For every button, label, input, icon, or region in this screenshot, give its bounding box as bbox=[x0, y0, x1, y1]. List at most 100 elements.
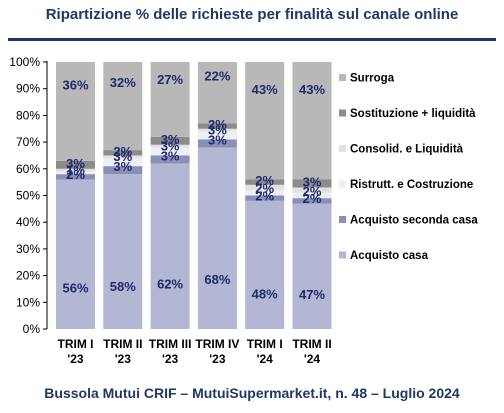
bar-layer bbox=[56, 62, 332, 329]
bar-segment bbox=[292, 187, 332, 193]
bar-segment bbox=[197, 128, 237, 132]
data-label: 58% bbox=[110, 279, 136, 294]
data-label: 2% bbox=[255, 173, 274, 188]
data-label: 1% bbox=[66, 162, 85, 177]
bar-segment bbox=[292, 62, 332, 180]
x-tick-label: '23 bbox=[67, 352, 84, 366]
stacked-bar-chart: 0%10%20%30%40%50%60%70%80%90%100%TRIM I'… bbox=[9, 55, 478, 366]
bar-segment bbox=[197, 123, 237, 129]
legend-swatch bbox=[339, 74, 346, 81]
axis-layer: 0%10%20%30%40%50%60%70%80%90%100%TRIM I'… bbox=[9, 55, 331, 366]
y-tick-label: 10% bbox=[16, 295, 40, 309]
bar-segment bbox=[245, 62, 285, 180]
data-label: 3% bbox=[161, 138, 180, 153]
x-tick-label: '23 bbox=[162, 352, 179, 366]
y-tick-label: 80% bbox=[16, 108, 40, 122]
data-label: 2% bbox=[66, 167, 85, 182]
legend-swatch bbox=[339, 180, 346, 188]
bar-segment bbox=[56, 179, 95, 329]
legend-label: Consolid. e Liquidità bbox=[350, 144, 464, 156]
x-tick-label: '24 bbox=[304, 352, 321, 366]
bar-segment bbox=[103, 174, 143, 329]
bar-segment bbox=[197, 139, 237, 148]
legend-swatch bbox=[339, 251, 346, 259]
bar-segment bbox=[150, 136, 190, 145]
data-label: 62% bbox=[157, 276, 183, 291]
bar-segment bbox=[197, 131, 237, 140]
y-tick-label: 20% bbox=[16, 269, 40, 283]
data-label: 3% bbox=[113, 159, 132, 174]
legend: Surroga Sostituzione + liquidità Consolid.… bbox=[339, 73, 478, 262]
data-label: 48% bbox=[252, 286, 278, 301]
title-divider bbox=[8, 38, 496, 41]
data-label: 2% bbox=[208, 117, 227, 132]
legend-label: Surroga bbox=[350, 73, 395, 85]
data-label: 3% bbox=[161, 148, 180, 163]
x-tick-label: TRIM II bbox=[103, 337, 142, 351]
data-label: 2% bbox=[303, 191, 322, 206]
data-label: 56% bbox=[62, 281, 88, 296]
bar-segment bbox=[56, 160, 95, 169]
bar-segment bbox=[150, 62, 190, 137]
data-label-layer: 56%2%1%3%36%58%3%3%2%32%62%3%3%3%27%68%3… bbox=[62, 69, 325, 302]
data-label: 43% bbox=[252, 82, 278, 97]
data-label: 3% bbox=[208, 122, 227, 137]
bar-segment bbox=[56, 62, 95, 161]
bar-segment bbox=[103, 155, 143, 159]
bar-segment bbox=[150, 163, 190, 329]
x-tick-label: TRIM I bbox=[58, 337, 94, 351]
x-tick-label: '24 bbox=[257, 352, 274, 366]
y-tick-label: 50% bbox=[16, 189, 40, 203]
y-tick-label: 70% bbox=[16, 135, 40, 149]
y-tick-label: 30% bbox=[16, 242, 40, 256]
data-label: 22% bbox=[204, 69, 230, 84]
bar-segment bbox=[292, 179, 332, 188]
data-label: 2% bbox=[255, 181, 274, 196]
bar-segment bbox=[292, 203, 332, 329]
bar-segment bbox=[150, 147, 190, 156]
data-label: 27% bbox=[157, 72, 183, 87]
legend-label: Sostituzione + liquidità bbox=[350, 108, 476, 120]
legend-label: Acquisto casa bbox=[350, 250, 429, 262]
bar-segment bbox=[292, 198, 332, 204]
bar-segment bbox=[56, 168, 95, 172]
bar-segment bbox=[197, 62, 237, 124]
data-label: 3% bbox=[113, 149, 132, 164]
data-label: 3% bbox=[66, 156, 85, 171]
bar-segment bbox=[150, 144, 190, 148]
bar-segment bbox=[150, 155, 190, 164]
x-tick-label: TRIM III bbox=[149, 337, 192, 351]
bar-segment bbox=[245, 190, 285, 196]
y-tick-label: 60% bbox=[16, 162, 40, 176]
legend-label: Ristrutt. e Costruzione bbox=[350, 179, 473, 191]
data-label: 3% bbox=[161, 132, 180, 147]
bar-segment bbox=[56, 174, 95, 180]
bar-segment bbox=[103, 150, 143, 156]
y-tick-label: 100% bbox=[9, 55, 40, 69]
legend-swatch bbox=[339, 216, 346, 223]
x-tick-label: '23 bbox=[209, 352, 226, 366]
data-label: 68% bbox=[204, 272, 230, 287]
y-tick-label: 90% bbox=[16, 82, 40, 96]
data-label: 3% bbox=[303, 174, 322, 189]
bar-segment bbox=[197, 147, 237, 329]
y-tick-label: 0% bbox=[23, 322, 41, 336]
bar-segment bbox=[245, 184, 285, 191]
legend-label: Acquisto seconda casa bbox=[350, 215, 478, 227]
data-label: 2% bbox=[255, 189, 274, 204]
bar-segment bbox=[56, 171, 95, 175]
source-footer: Bussola Mutui CRIF – MutuiSupermarket.it… bbox=[44, 385, 460, 401]
bar-segment bbox=[103, 166, 143, 175]
data-label: 36% bbox=[62, 78, 88, 93]
data-label: 2% bbox=[303, 184, 322, 199]
bar-segment bbox=[292, 192, 332, 199]
chart-title: Ripartizione % delle richieste per final… bbox=[45, 6, 459, 23]
data-label: 3% bbox=[208, 132, 227, 147]
data-label: 2% bbox=[113, 144, 132, 159]
bar-segment bbox=[103, 158, 143, 167]
x-tick-label: TRIM IV bbox=[195, 337, 239, 351]
y-tick-label: 40% bbox=[16, 215, 40, 229]
x-tick-label: TRIM I bbox=[247, 337, 283, 351]
data-label: 47% bbox=[299, 287, 325, 302]
bar-segment bbox=[245, 200, 285, 329]
